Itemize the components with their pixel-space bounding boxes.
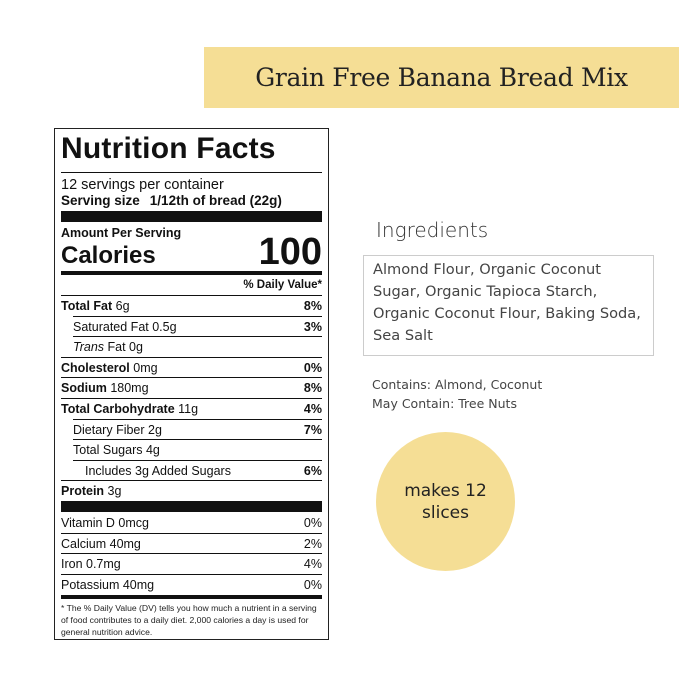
nutrient-info: Dietary Fiber 2g (73, 423, 162, 437)
medium-divider (61, 271, 322, 275)
divider (61, 573, 322, 575)
nutrient-name: Total Fat (61, 299, 113, 313)
divider (73, 418, 322, 420)
calories-value: 100 (258, 231, 322, 273)
nutrient-row: Saturated Fat 0.5g 3% (73, 317, 322, 337)
product-title: Grain Free Banana Bread Mix (255, 63, 628, 92)
nutrient-amount: 2g (148, 422, 162, 437)
divider (73, 459, 322, 461)
nutrient-row: Total Sugars 4g (73, 440, 322, 460)
nutrient-row: Cholesterol 0mg 0% (61, 358, 322, 378)
nutrient-amount: Fat 0g (107, 340, 143, 355)
daily-value-header: % Daily Value* (243, 279, 322, 291)
nutrient-amount: 4g (145, 443, 160, 458)
nutrient-info: Cholesterol 0mg (61, 361, 158, 375)
servings-badge: makes 12 slices (376, 432, 515, 571)
calories-row: Calories 100 (61, 231, 322, 273)
nutrient-name: Total Carbohydrate (61, 402, 175, 416)
nutrient-info: Total Sugars 4g (73, 443, 160, 457)
vitamin-dv: 0% (303, 516, 322, 530)
divider (61, 532, 322, 534)
nutrient-amount: 6g (115, 299, 130, 313)
vitamin-row: Calcium 40mg 2% (61, 534, 322, 554)
vitamin-dv: 0% (303, 577, 322, 592)
nutrient-row: Protein 3g (61, 481, 322, 501)
nutrient-amount: 0mg (133, 360, 158, 375)
vitamin-name: Iron 0.7mg (61, 557, 121, 572)
nutrient-name: Saturated Fat (73, 319, 149, 334)
may-contain-text: May Contain: Tree Nuts (372, 396, 517, 411)
divider (61, 172, 322, 173)
nutrient-dv: 7% (303, 422, 322, 437)
nutrient-name: Trans (73, 340, 105, 355)
ingredients-heading: Ingredients (376, 218, 489, 242)
nutrient-info: Total Fat 6g (61, 299, 130, 313)
vitamin-name: Potassium 40mg (61, 577, 155, 592)
divider (73, 315, 322, 317)
nutrient-name: Cholesterol (61, 360, 130, 375)
badge-line-2: slices (422, 502, 469, 523)
contains-text: Contains: Almond, Coconut (372, 377, 543, 392)
nutrient-dv: 6% (303, 463, 322, 478)
nutrient-row: Includes 3g Added Sugars 6% (85, 461, 322, 481)
vitamin-dv: 4% (303, 557, 322, 572)
nutrition-facts-label: Nutrition Facts 12 servings per containe… (54, 128, 329, 640)
nutrient-info: Trans Fat 0g (73, 340, 143, 354)
divider (61, 295, 322, 296)
nutrient-name: Sodium (61, 381, 107, 396)
ingredients-list: Almond Flour, Organic Coconut Sugar, Org… (363, 255, 654, 356)
nutrient-amount: 0.5g (152, 319, 177, 334)
badge-line-1: makes 12 (404, 480, 487, 501)
thick-divider (61, 211, 322, 222)
divider (61, 377, 322, 379)
vitamin-row: Potassium 40mg 0% (61, 575, 322, 595)
label-title: Nutrition Facts (61, 132, 276, 165)
nutrient-dv: 3% (303, 319, 322, 334)
vitamin-name: Vitamin D 0mcg (61, 516, 149, 530)
nutrient-dv: 8% (303, 381, 322, 396)
vitamin-name: Calcium 40mg (61, 536, 141, 551)
nutrient-row: Trans Fat 0g (73, 337, 322, 357)
serving-size-value: 1/12th of bread (22g) (149, 193, 282, 208)
servings-per-container: 12 servings per container (61, 177, 224, 193)
product-title-banner: Grain Free Banana Bread Mix (204, 47, 679, 108)
nutrient-info: Sodium 180mg (61, 381, 149, 395)
calories-label: Calories (61, 242, 156, 269)
serving-size: Serving size 1/12th of bread (22g) (61, 193, 322, 208)
nutrient-info: Total Carbohydrate 11g (61, 402, 198, 416)
nutrient-name: Protein (61, 484, 105, 499)
divider (61, 356, 322, 358)
vitamin-row: Vitamin D 0mcg 0% (61, 513, 322, 533)
nutrient-row: Total Carbohydrate 11g 4% (61, 399, 322, 419)
divider (61, 480, 322, 482)
thick-divider (61, 501, 322, 512)
footnote: * The % Daily Value (DV) tells you how m… (61, 603, 317, 637)
nutrient-amount: 3g (107, 484, 122, 499)
nutrient-info: Saturated Fat 0.5g (73, 320, 177, 334)
nutrient-row: Total Fat 6g 8% (61, 296, 322, 316)
nutrient-amount: 11g (178, 402, 199, 416)
nutrient-row: Dietary Fiber 2g 7% (73, 420, 322, 440)
divider (73, 439, 322, 441)
nutrient-dv: 8% (303, 299, 322, 313)
amount-per-serving: Amount Per Serving (61, 226, 182, 240)
nutrient-dv: 4% (303, 402, 322, 416)
nutrient-row: Sodium 180mg 8% (61, 378, 322, 398)
nutrient-dv: 0% (303, 360, 322, 375)
nutrient-name: Total Sugars (73, 443, 143, 458)
divider (61, 553, 322, 555)
allergen-info: Contains: Almond, Coconut May Contain: T… (372, 375, 542, 413)
nutrient-info: Protein 3g (61, 484, 121, 498)
serving-size-label: Serving size (61, 193, 140, 208)
nutrient-amount: 180mg (110, 381, 149, 396)
nutrient-name: Includes 3g Added Sugars (85, 463, 231, 478)
nutrient-info: Includes 3g Added Sugars (85, 464, 231, 478)
divider (73, 336, 322, 338)
vitamin-row: Iron 0.7mg 4% (61, 554, 322, 574)
divider (61, 398, 322, 399)
nutrient-name: Dietary Fiber (73, 422, 145, 437)
medium-divider (61, 595, 322, 599)
vitamin-dv: 2% (303, 536, 322, 551)
